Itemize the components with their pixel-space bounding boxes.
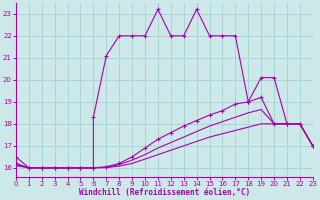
X-axis label: Windchill (Refroidissement éolien,°C): Windchill (Refroidissement éolien,°C) [79,188,250,197]
